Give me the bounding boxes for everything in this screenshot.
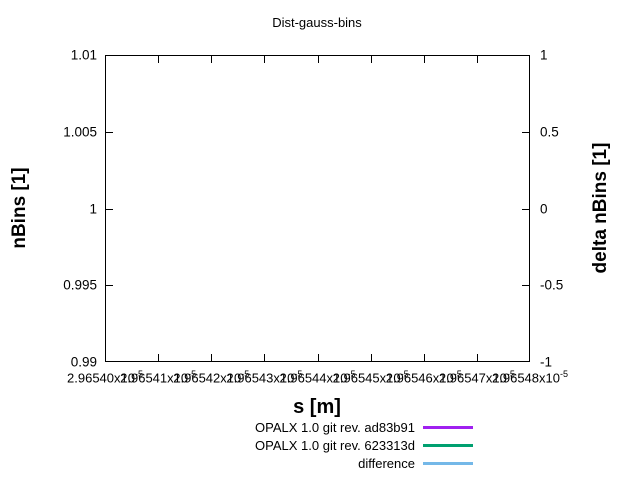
x-tick-mark bbox=[264, 56, 266, 63]
y-tick-mark bbox=[106, 285, 113, 287]
y-left-tick-label: 0.99 bbox=[70, 354, 97, 370]
x-tick-label: 2.96543x10-5 bbox=[226, 369, 302, 385]
x-tick-mantissa: 2.96548x10 bbox=[492, 370, 560, 386]
x-axis-label: s [m] bbox=[293, 396, 341, 418]
legend-line-swatch bbox=[423, 443, 473, 447]
x-tick-mantissa: 2.96545x10 bbox=[332, 370, 401, 386]
legend-row: difference bbox=[0, 454, 473, 472]
chart-title: Dist-gauss-bins bbox=[272, 15, 362, 30]
x-tick-mark bbox=[423, 56, 425, 63]
legend-series-name: difference bbox=[358, 455, 415, 471]
plot-area bbox=[105, 55, 530, 362]
y-right-tick-label: -0.5 bbox=[540, 277, 564, 293]
y-left-tick-label: 0.995 bbox=[63, 277, 97, 293]
y-right-tick-label: 1 bbox=[540, 47, 548, 63]
x-tick-label: 2.96541x10-5 bbox=[120, 369, 196, 385]
x-tick-mark bbox=[317, 56, 319, 63]
legend-line-swatch bbox=[423, 461, 473, 465]
x-tick-mark bbox=[264, 354, 266, 361]
x-tick-mantissa: 2.96541x10 bbox=[120, 370, 189, 386]
y-tick-mark bbox=[106, 131, 113, 133]
x-tick-label: 2.96546x10-5 bbox=[386, 369, 462, 385]
x-tick-mark bbox=[476, 56, 478, 63]
y-tick-mark bbox=[522, 208, 529, 210]
legend-row: OPALX 1.0 git rev. ad83b91 bbox=[0, 418, 473, 436]
y-right-tick-label: -1 bbox=[540, 354, 553, 370]
y-tick-mark bbox=[106, 208, 113, 210]
x-tick-mantissa: 2.96542x10 bbox=[173, 370, 242, 386]
y-right-tick-label: 0.5 bbox=[540, 124, 559, 140]
x-tick-mark bbox=[158, 354, 160, 361]
x-tick-mantissa: 2.96547x10 bbox=[438, 370, 507, 386]
x-tick-mark bbox=[370, 56, 372, 63]
x-tick-exponent: -5 bbox=[134, 369, 143, 379]
x-tick-exponent: -5 bbox=[506, 369, 515, 379]
x-tick-exponent: -5 bbox=[453, 369, 462, 379]
x-tick-mark bbox=[370, 354, 372, 361]
x-tick-exponent: -5 bbox=[400, 369, 409, 379]
y-left-tick-label: 1.005 bbox=[63, 124, 97, 140]
x-tick-exponent: -5 bbox=[241, 369, 250, 379]
x-tick-label: 2.96548x10-5 bbox=[492, 369, 568, 385]
x-tick-exponent: -5 bbox=[347, 369, 356, 379]
x-tick-label: 2.96540x10-5 bbox=[67, 369, 143, 385]
y-tick-mark bbox=[522, 285, 529, 287]
x-tick-mark bbox=[211, 354, 213, 361]
x-tick-mantissa: 2.96546x10 bbox=[385, 370, 454, 386]
x-tick-label: 2.96547x10-5 bbox=[439, 369, 515, 385]
x-tick-mantissa: 2.96543x10 bbox=[226, 370, 295, 386]
legend: OPALX 1.0 git rev. ad83b91 OPALX 1.0 git … bbox=[0, 418, 473, 472]
legend-series-name: OPALX 1.0 git rev. 623313d bbox=[255, 437, 415, 453]
legend-series-name: OPALX 1.0 git rev. ad83b91 bbox=[255, 419, 415, 435]
x-tick-mantissa: 2.96544x10 bbox=[279, 370, 348, 386]
x-tick-label: 2.96544x10-5 bbox=[280, 369, 356, 385]
x-tick-exponent: -5 bbox=[188, 369, 197, 379]
legend-line-swatch bbox=[423, 425, 473, 429]
x-tick-exponent: -5 bbox=[559, 369, 568, 379]
x-tick-label: 2.96545x10-5 bbox=[333, 369, 409, 385]
x-tick-exponent: -5 bbox=[294, 369, 303, 379]
legend-row: OPALX 1.0 git rev. 623313d bbox=[0, 436, 473, 454]
x-tick-mark bbox=[476, 354, 478, 361]
y-left-tick-label: 1 bbox=[89, 201, 97, 216]
x-tick-mark bbox=[211, 56, 213, 63]
y-tick-mark bbox=[522, 131, 529, 133]
x-tick-mark bbox=[423, 354, 425, 361]
x-tick-mantissa: 2.96540x10 bbox=[67, 370, 135, 386]
y-axis-label-right: delta nBins [1] bbox=[590, 142, 611, 274]
y-left-tick-label: 1.01 bbox=[70, 47, 97, 63]
x-tick-mark bbox=[158, 56, 160, 63]
x-tick-mark bbox=[317, 354, 319, 361]
x-tick-label: 2.96542x10-5 bbox=[173, 369, 249, 385]
y-right-tick-label: 0 bbox=[540, 201, 548, 216]
